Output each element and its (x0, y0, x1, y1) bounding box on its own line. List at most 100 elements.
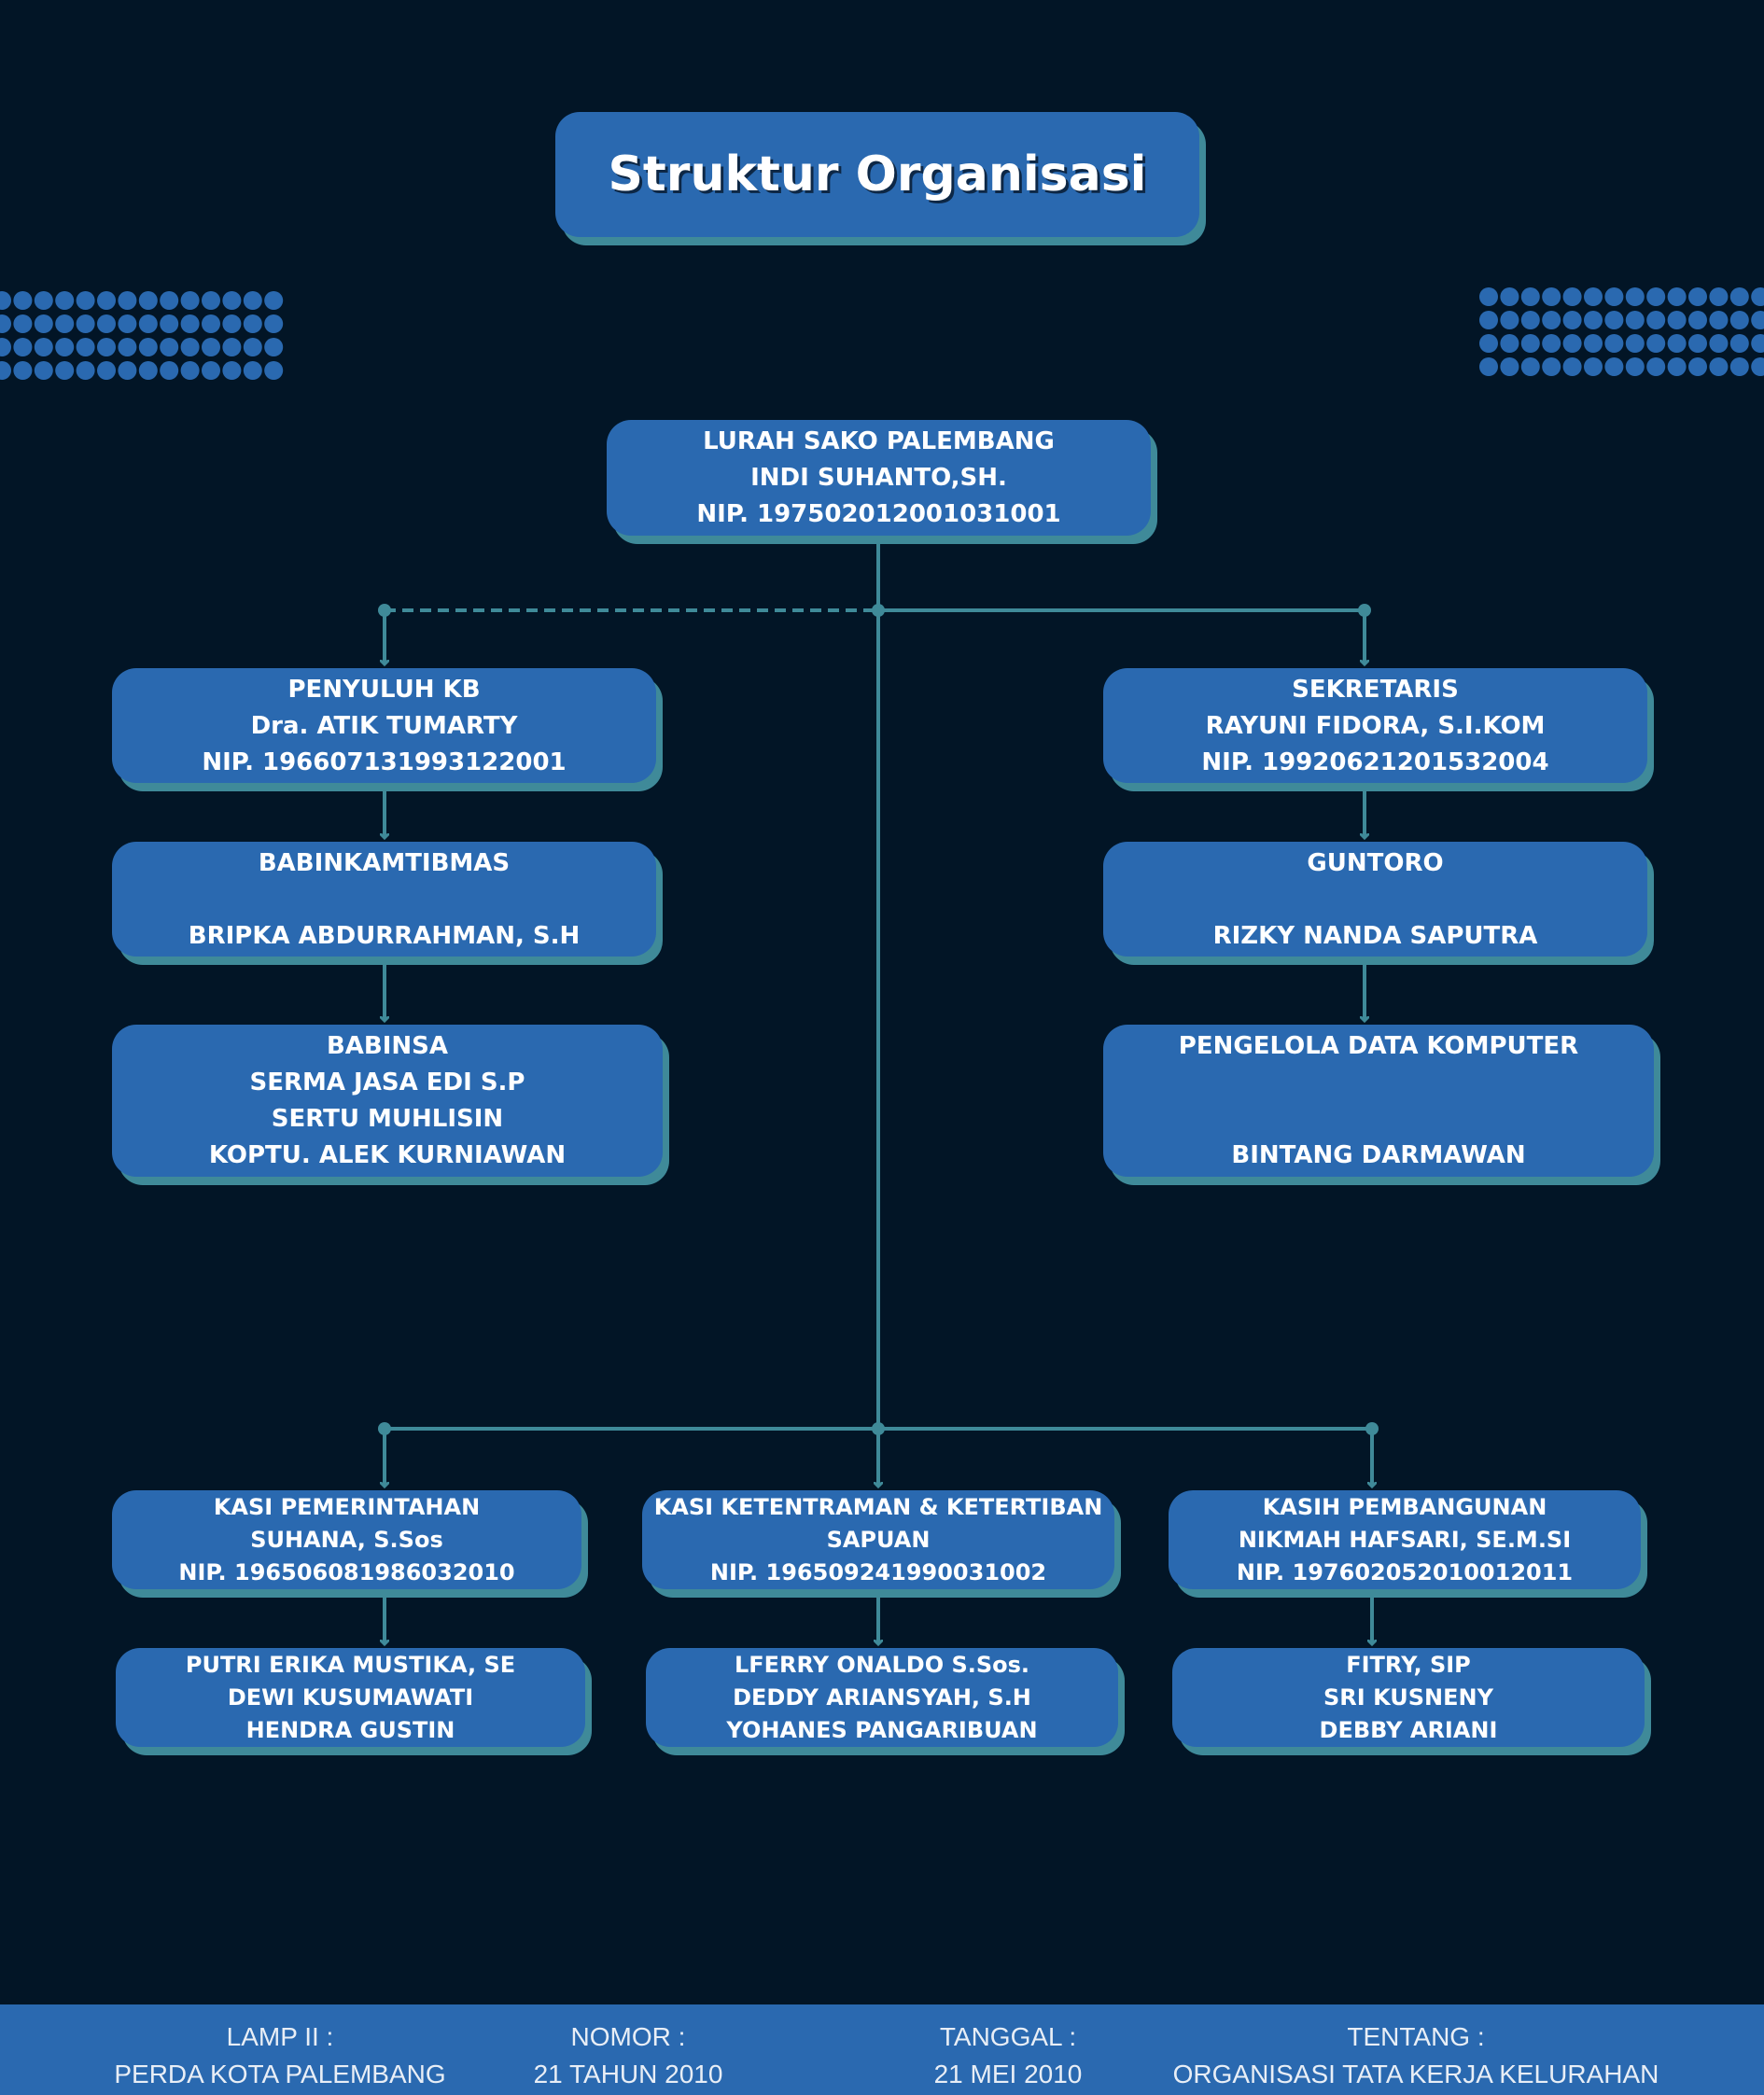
decorative-dot (264, 338, 284, 356)
decorative-dot (222, 291, 242, 310)
decorative-dot (97, 314, 116, 333)
footer-tentang: TENTANG : ORGANISASI TATA KERJA KELURAHA… (1173, 2018, 1659, 2093)
decorative-dot (222, 314, 242, 333)
decorative-dot (1625, 357, 1645, 376)
decorative-dot (1542, 287, 1561, 306)
decorative-dot (202, 291, 220, 310)
node-kasih-pembangunan: KASIH PEMBANGUNAN NIKMAH HAFSARI, SE.M.S… (1169, 1490, 1641, 1589)
decorative-dot (1709, 334, 1729, 353)
decorative-dot (180, 361, 200, 380)
decorative-dot (222, 338, 242, 356)
decorative-dot (180, 314, 200, 333)
node-line: DEWI KUSUMAWATI (227, 1683, 474, 1711)
decorative-dot (34, 314, 53, 333)
decorative-dot (1562, 311, 1582, 329)
node-sekretaris: SEKRETARIS RAYUNI FIDORA, S.I.KOM NIP. 1… (1103, 668, 1647, 783)
node-staff-pembangunan: FITRY, SIP SRI KUSNENY DEBBY ARIANI (1172, 1648, 1645, 1747)
decorative-dot (1751, 311, 1764, 329)
decorative-dot (34, 338, 53, 356)
decorative-dot (1604, 287, 1624, 306)
node-pengelola-data: PENGELOLA DATA KOMPUTER BINTANG DARMAWAN (1103, 1025, 1654, 1177)
footer-tanggal: TANGGAL : 21 MEI 2010 (934, 2018, 1083, 2093)
decorative-dot (1646, 334, 1666, 353)
node-line: NIP. 197502012001031001 (696, 500, 1061, 528)
decorative-dot (1479, 357, 1498, 376)
junction-dot (1358, 604, 1371, 617)
decorative-dot (1604, 357, 1624, 376)
decorative-dot (13, 338, 33, 356)
junction-dot (872, 604, 885, 617)
decorative-dot (243, 314, 262, 333)
decorative-dot (97, 291, 116, 310)
decorative-dot (55, 338, 75, 356)
decorative-dot (1667, 357, 1687, 376)
decorative-dot (1751, 287, 1764, 306)
node-line: YOHANES PANGARIBUAN (726, 1716, 1038, 1743)
decorative-dot (138, 338, 158, 356)
decorative-dot (1584, 287, 1603, 306)
decorative-dot (138, 361, 158, 380)
decorative-dot (243, 291, 262, 310)
node-line: BRIPKA ABDURRAHMAN, S.H (188, 921, 581, 950)
footer-label: NOMOR : (570, 2022, 686, 2051)
node-line: HENDRA GUSTIN (245, 1716, 455, 1743)
node-babinsa: BABINSA SERMA JASA EDI S.P SERTU MUHLISI… (112, 1025, 663, 1177)
node-line: Dra. ATIK TUMARTY (250, 711, 518, 740)
decorative-dot (118, 291, 137, 310)
decorative-dot (1709, 287, 1729, 306)
decorative-dot (118, 314, 137, 333)
decorative-dot (264, 314, 284, 333)
decorative-dot (202, 338, 220, 356)
node-guntoro: GUNTORO RIZKY NANDA SAPUTRA (1103, 842, 1647, 957)
decorative-dot (180, 291, 200, 310)
decorative-dot (1604, 311, 1624, 329)
decorative-dot (1646, 357, 1666, 376)
node-line: KOPTU. ALEK KURNIAWAN (208, 1141, 567, 1169)
node-staff-pemerintahan: PUTRI ERIKA MUSTIKA, SE DEWI KUSUMAWATI … (116, 1648, 585, 1747)
node-penyuluh-kb: PENYULUH KB Dra. ATIK TUMARTY NIP. 19660… (112, 668, 656, 783)
decorative-dot (1520, 334, 1540, 353)
decorative-dot (1667, 287, 1687, 306)
decorative-dot (1584, 334, 1603, 353)
decorative-dot (0, 291, 11, 310)
decorative-dot (1709, 311, 1729, 329)
decorative-dot (97, 361, 116, 380)
node-line: PENYULUH KB (287, 675, 481, 704)
decorative-dot (1584, 357, 1603, 376)
decorative-dot (1688, 311, 1707, 329)
node-line: SERMA JASA EDI S.P (249, 1068, 525, 1096)
decorative-dot (1751, 334, 1764, 353)
node-line: NIKMAH HAFSARI, SE.M.SI (1238, 1526, 1572, 1553)
decorative-dot (76, 291, 95, 310)
node-line: LURAH SAKO PALEMBANG (703, 427, 1055, 455)
decorative-dot (118, 338, 137, 356)
decorative-dot (160, 361, 179, 380)
node-line: BABINKAMTIBMAS (258, 848, 511, 877)
decorative-dot (1625, 287, 1645, 306)
node-line: NIP. 197602052010012011 (1236, 1558, 1574, 1585)
node-line: FITRY, SIP (1346, 1651, 1471, 1678)
decorative-dot (55, 291, 75, 310)
decorative-dots-left (0, 290, 285, 393)
footer-nomor: NOMOR : 21 TAHUN 2010 (534, 2018, 723, 2093)
node-babinkamtibmas: BABINKAMTIBMAS BRIPKA ABDURRAHMAN, S.H (112, 842, 656, 957)
decorative-dot (1500, 311, 1519, 329)
decorative-dot (0, 314, 11, 333)
decorative-dot (1542, 334, 1561, 353)
decorative-dot (1688, 334, 1707, 353)
decorative-dot (1500, 287, 1519, 306)
decorative-dot (13, 314, 33, 333)
decorative-dot (34, 291, 53, 310)
node-line: KASI KETENTRAMAN & KETERTIBAN (653, 1493, 1103, 1520)
decorative-dot (1729, 311, 1749, 329)
node-line: KASI PEMERINTAHAN (213, 1493, 481, 1520)
decorative-dot (138, 314, 158, 333)
decorative-dot (1520, 287, 1540, 306)
footer-label: TENTANG : (1347, 2022, 1485, 2051)
decorative-dot (1542, 311, 1561, 329)
node-line: NIP. 196509241990031002 (709, 1558, 1047, 1585)
decorative-dot (1562, 287, 1582, 306)
node-line: SUHANA, S.Sos (250, 1526, 443, 1553)
decorative-dot (55, 361, 75, 380)
node-line: SAPUAN (826, 1526, 931, 1553)
